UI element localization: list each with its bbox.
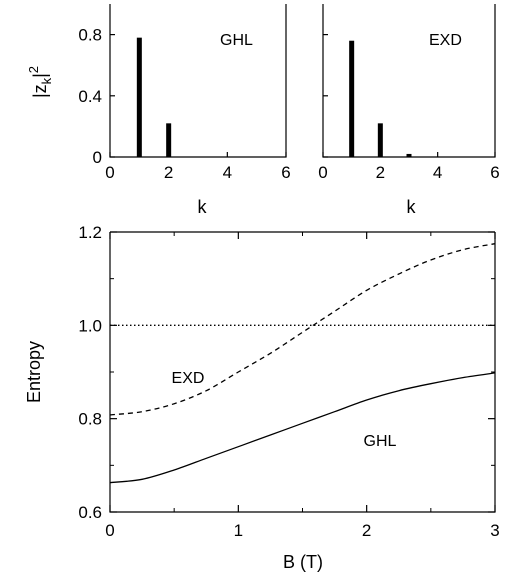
y-axis-label: |zk|2 xyxy=(26,66,54,98)
y-axis-label: Entropy xyxy=(24,341,44,403)
y-tick-label: 0 xyxy=(93,148,102,167)
y-tick-label: 0.8 xyxy=(78,26,102,45)
y-tick-label: 0.4 xyxy=(78,87,102,106)
y-axis-label-part: 2 xyxy=(26,66,41,73)
annotation-label: EXD xyxy=(429,32,462,49)
x-tick-label: 6 xyxy=(490,163,499,182)
y-tick-label: 0.6 xyxy=(78,503,102,522)
bar xyxy=(349,40,355,157)
axis-frame xyxy=(322,4,496,158)
x-tick-label: 3 xyxy=(490,521,499,540)
y-tick-label: 1.0 xyxy=(78,316,102,335)
x-tick-label: 0 xyxy=(318,163,327,182)
series-line-ghl xyxy=(109,372,496,484)
axis-frame xyxy=(109,232,496,513)
x-axis-label: B (T) xyxy=(283,552,323,572)
bar xyxy=(406,153,412,157)
series-label-exd: EXD xyxy=(172,370,205,387)
x-tick-label: 6 xyxy=(281,163,290,182)
y-tick-label: 0.8 xyxy=(78,410,102,429)
y-axis-label-part: k xyxy=(39,77,54,84)
x-tick-label: 2 xyxy=(164,163,173,182)
series-line-exd xyxy=(109,243,496,416)
x-tick-label: 2 xyxy=(376,163,385,182)
bar xyxy=(377,123,383,157)
bottom-panel: 0 1 2 3 0.6 0.8 1.0 1.2 EXD GHL B (T) Entropy xyxy=(24,223,500,572)
x-tick-label: 2 xyxy=(362,521,371,540)
y-axis-label-part: |z xyxy=(30,84,50,98)
y-tick-label: 1.2 xyxy=(78,223,102,242)
x-tick-label: 4 xyxy=(433,163,442,182)
bar xyxy=(136,37,142,157)
annotation-label: GHL xyxy=(220,32,253,49)
x-tick-label: 0 xyxy=(105,521,114,540)
x-tick-label: 1 xyxy=(234,521,243,540)
x-tick-label: 4 xyxy=(223,163,232,182)
x-tick-label: 0 xyxy=(105,163,114,182)
bar xyxy=(166,123,172,157)
top-right-panel: 0 2 4 6 EXD k xyxy=(318,4,500,217)
y-axis-label-part: | xyxy=(30,73,50,78)
axis-frame xyxy=(109,4,287,158)
x-axis-label: k xyxy=(198,197,208,217)
series-label-ghl: GHL xyxy=(364,433,397,450)
x-axis-label: k xyxy=(407,197,417,217)
